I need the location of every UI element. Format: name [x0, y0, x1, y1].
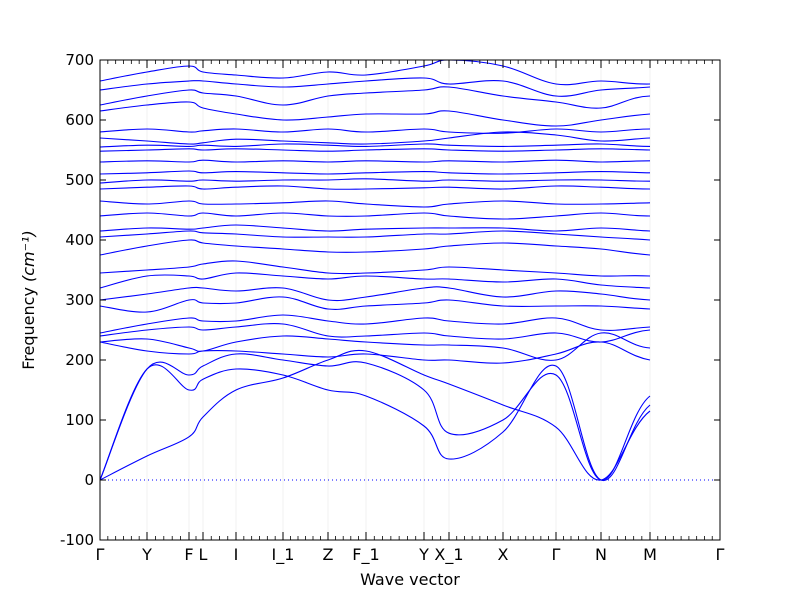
- band-line-10: [99, 260, 651, 277]
- band-line-13: [99, 224, 651, 232]
- band-line-21: [99, 143, 651, 148]
- band-line-11: [99, 239, 651, 256]
- x-tick-label-4: I: [234, 545, 239, 564]
- y-axis-unit: (cm⁻¹): [19, 230, 38, 282]
- band-line-2: [99, 353, 651, 481]
- x-tick-label-6: Z: [323, 545, 334, 564]
- y-tick-label-7: 600: [65, 111, 94, 129]
- band-line-14: [99, 212, 651, 220]
- x-tick-label-5: I_1: [272, 545, 295, 565]
- y-tick-label-2: 100: [65, 411, 94, 429]
- x-tick-label-11: Γ: [552, 545, 561, 564]
- band-line-17: [99, 178, 651, 184]
- y-axis-label-text: Frequency: [19, 287, 38, 370]
- x-tick-label-2: F: [184, 545, 193, 564]
- band-line-7: [99, 296, 651, 313]
- band-line-23: [99, 128, 651, 134]
- x-tick-label-9: X_1: [434, 545, 463, 565]
- band-line-1: [99, 364, 651, 481]
- y-tick-label-0: -100: [60, 531, 94, 549]
- x-tick-label-12: N: [595, 545, 607, 564]
- x-axis-label: Wave vector: [360, 570, 460, 589]
- x-tick-label-7: F_1: [352, 545, 379, 565]
- band-line-15: [99, 200, 651, 208]
- band-line-18: [99, 170, 651, 175]
- x-tick-label-14: Γ: [716, 545, 725, 564]
- y-tick-label-6: 500: [65, 171, 94, 189]
- band-line-24: [99, 101, 651, 127]
- y-tick-label-4: 300: [65, 291, 94, 309]
- band-line-4: [99, 332, 651, 361]
- y-tick-label-5: 400: [65, 231, 94, 249]
- band-line-22: [99, 131, 651, 145]
- y-tick-label-1: 0: [84, 471, 94, 489]
- x-tick-label-10: X: [498, 545, 509, 564]
- band-line-8: [99, 286, 651, 302]
- band-line-19: [99, 159, 651, 163]
- x-tick-label-13: M: [643, 545, 657, 564]
- band-line-27: [99, 59, 651, 86]
- x-tick-label-3: L: [199, 545, 208, 564]
- band-line-25: [99, 86, 651, 109]
- band-line-16: [99, 185, 651, 190]
- band-line-3: [99, 341, 651, 364]
- x-tick-label-0: Γ: [96, 545, 105, 564]
- y-axis-label: Frequency (cm⁻¹): [19, 230, 38, 369]
- band-line-12: [99, 230, 651, 241]
- band-line-20: [99, 148, 651, 152]
- band-line-5: [99, 323, 651, 343]
- y-tick-label-3: 200: [65, 351, 94, 369]
- y-tick-label-8: 700: [65, 51, 94, 69]
- band-line-0: [99, 349, 651, 481]
- x-tick-label-8: Y: [418, 545, 429, 564]
- band-line-26: [99, 77, 651, 97]
- band-line-9: [99, 272, 651, 289]
- x-tick-label-1: Y: [141, 545, 152, 564]
- band-line-6: [99, 314, 651, 334]
